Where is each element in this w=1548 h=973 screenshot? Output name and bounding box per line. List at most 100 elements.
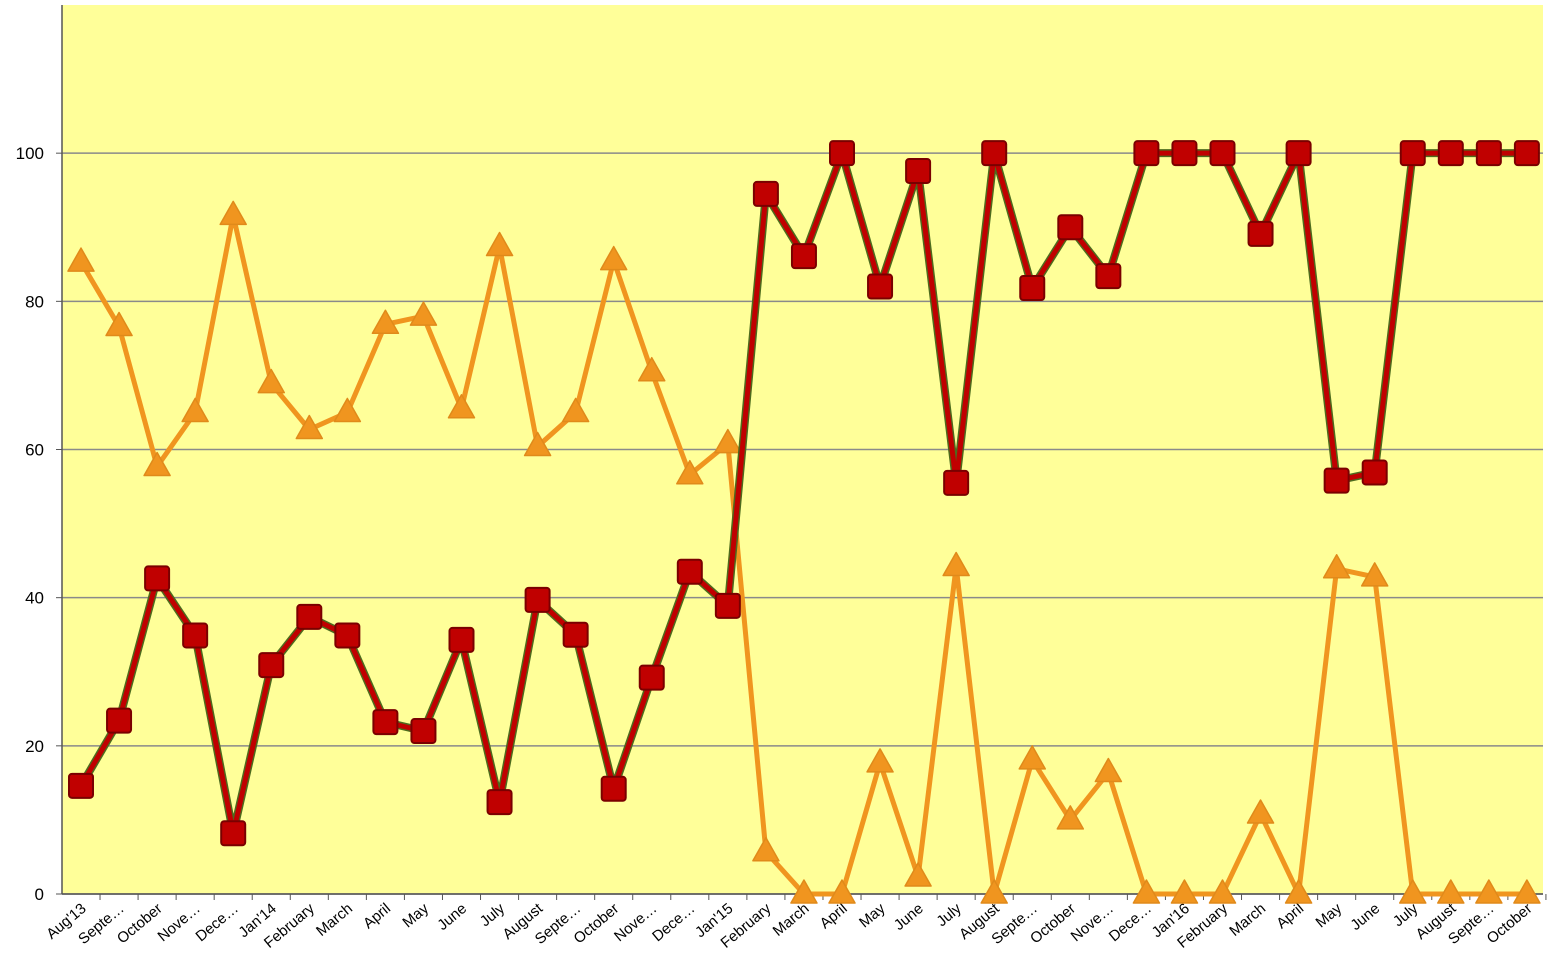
x-tick-label: June [891,900,927,934]
marker [448,626,475,653]
x-tick-label: June [434,900,470,934]
marker [372,709,399,736]
x-tick-label: Dece… [1106,900,1155,945]
marker [1322,554,1351,579]
marker [1284,879,1313,904]
marker [410,718,437,745]
marker [981,140,1008,167]
marker [1171,140,1198,167]
marker [144,565,171,592]
marker [1133,140,1160,167]
marker [523,431,552,457]
y-tick-label: 80 [25,292,44,311]
marker [828,879,856,904]
marker [752,180,779,207]
marker [486,789,513,816]
marker [334,622,361,649]
marker [1475,879,1503,904]
marker [1399,140,1426,167]
marker [1170,879,1199,904]
marker [1208,879,1237,904]
marker [866,748,894,773]
marker [829,140,855,167]
x-tick-label: April [817,900,851,932]
marker [296,603,323,630]
marker [485,231,514,257]
y-tick-label: 40 [25,589,44,608]
marker [942,551,970,577]
marker [1209,140,1236,167]
y-tick-label: 20 [25,737,44,756]
x-tick-label: Nove… [154,900,203,945]
marker [143,451,171,477]
x-tick-label: March [1226,900,1269,940]
marker [904,862,932,887]
marker [1361,459,1388,486]
marker [561,397,590,423]
marker [220,820,247,847]
marker [1019,274,1046,301]
marker [790,243,817,270]
marker [790,879,818,904]
x-tick-label: June [1347,900,1383,934]
marker [1095,263,1122,290]
marker [68,772,94,799]
marker [1513,879,1541,904]
x-tick-label: May [399,900,432,932]
marker [1437,140,1464,167]
marker [181,397,209,423]
series [67,200,1541,904]
marker [67,247,95,272]
marker [105,311,133,337]
x-tick-label: March [770,900,813,940]
marker [106,707,133,734]
series [68,140,1540,847]
x-tick-label: May [856,900,889,932]
x-tick-label: March [313,900,356,940]
marker [409,301,438,326]
x-tick-label: Dece… [193,900,242,945]
marker [219,200,247,226]
x-tick-label: April [1273,900,1307,932]
marker [1399,879,1427,904]
marker [676,459,704,485]
marker [1285,140,1312,167]
marker [1018,745,1046,770]
x-tick-label: Nove… [1068,900,1117,945]
x-tick-label: May [1313,900,1346,932]
marker [562,621,589,648]
marker [714,592,741,619]
marker [943,469,970,496]
marker [600,775,627,802]
marker [1246,799,1275,824]
marker [1132,879,1161,904]
marker [524,586,551,613]
marker [1360,562,1389,587]
marker [1437,879,1465,904]
marker [599,245,628,271]
marker [1094,757,1123,783]
marker [1513,140,1540,167]
marker [447,394,476,419]
marker [714,428,742,454]
marker [867,273,894,300]
marker [1247,220,1274,247]
marker [182,622,209,649]
marker [676,558,703,585]
marker [371,309,400,335]
marker [333,397,362,423]
marker [1056,805,1085,830]
marker [258,652,285,679]
marker [905,157,932,184]
marker [980,879,1008,904]
marker [752,837,780,862]
marker [1475,140,1502,167]
x-tick-label: Nove… [611,900,660,945]
marker [295,414,324,440]
marker [638,664,665,691]
marker [1057,214,1084,241]
x-tick-label: April [360,900,394,932]
y-tick-label: 100 [16,144,44,163]
x-tick-label: Dece… [649,900,698,945]
